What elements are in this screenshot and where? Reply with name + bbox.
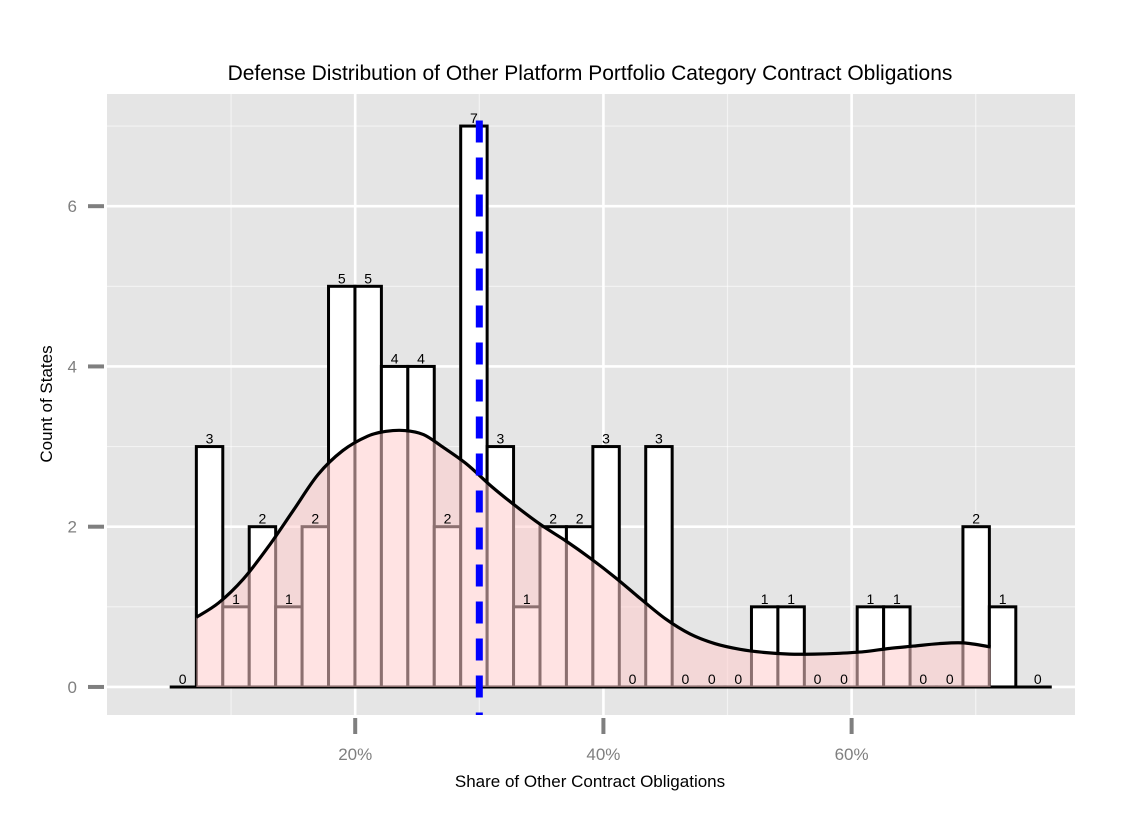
bar-count-label: 2: [972, 511, 980, 527]
bar-count-label: 1: [999, 591, 1007, 607]
bar-count-label: 3: [655, 431, 663, 447]
bar-count-label: 0: [946, 671, 954, 687]
y-tick-label: 2: [68, 518, 77, 537]
bar-count-label: 4: [391, 350, 399, 366]
y-axis: 0 2 4 6: [68, 197, 104, 697]
bar-count-label: 2: [259, 511, 267, 527]
bar-count-label: 0: [919, 671, 927, 687]
bar-count-label: 1: [232, 591, 240, 607]
bar-count-label: 2: [549, 511, 557, 527]
bar-count-label: 0: [708, 671, 716, 687]
bar-count-label: 3: [496, 431, 504, 447]
bar-count-label: 1: [523, 591, 531, 607]
bar-labels: 3 1 2 1 2 5 5 4 4 2 7 3 1 2 2 3 0 3 0 0 0 1 1 0 0 1 1 0 0 2 1 0 0: [179, 110, 1042, 687]
bar-count-label: 0: [681, 671, 689, 687]
bar-count-label: 3: [206, 431, 214, 447]
bar-count-label: 0: [814, 671, 822, 687]
y-tick-label: 0: [68, 678, 77, 697]
density-curve: [195, 428, 991, 656]
bar-count-label: 0: [1034, 671, 1042, 687]
bar-count-label: 7: [470, 110, 478, 126]
density-curve-group: [195, 428, 991, 687]
density-area: [196, 430, 991, 687]
x-axis: 20% 40% 60%: [338, 718, 869, 764]
bar-count-label: 2: [311, 511, 319, 527]
bar-count-label: 3: [602, 431, 610, 447]
y-axis-label: Count of States: [37, 345, 56, 462]
y-tick-label: 4: [68, 357, 77, 376]
bar-count-label: 1: [867, 591, 875, 607]
x-tick-label: 20%: [338, 745, 372, 764]
bar-count-label: 1: [787, 591, 795, 607]
bar-count-label: 0: [179, 671, 187, 687]
bar-count-label: 1: [285, 591, 293, 607]
bar-count-label: 4: [417, 350, 425, 366]
bar-count-label: 1: [761, 591, 769, 607]
bar-count-label: 0: [840, 671, 848, 687]
bar-count-label: 1: [893, 591, 901, 607]
bar-count-label: 0: [734, 671, 742, 687]
bar-count-label: 5: [364, 270, 372, 286]
histogram-bar: [987, 605, 1018, 689]
bar-count-label: 2: [576, 511, 584, 527]
chart-title: Defense Distribution of Other Platform P…: [228, 62, 953, 85]
x-tick-label: 60%: [835, 745, 869, 764]
y-tick-label: 6: [68, 197, 77, 216]
bar-count-label: 2: [444, 511, 452, 527]
x-tick-label: 40%: [586, 745, 620, 764]
bar-count-label: 0: [629, 671, 637, 687]
bar-count-label: 5: [338, 270, 346, 286]
x-axis-label: Share of Other Contract Obligations: [455, 772, 725, 791]
